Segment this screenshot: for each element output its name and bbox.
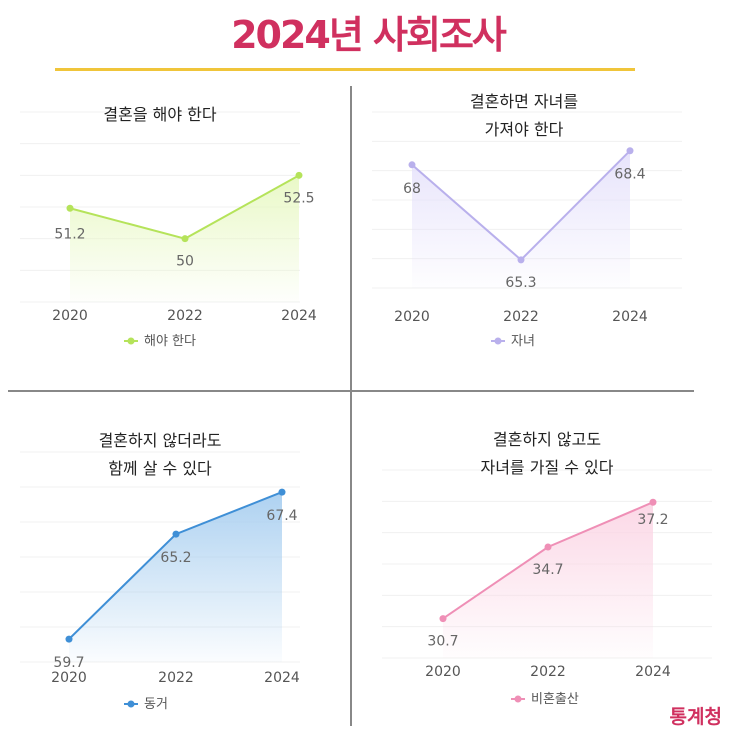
data-point (626, 147, 634, 155)
data-label: 52.5 (283, 190, 314, 206)
vertical-divider (350, 86, 352, 726)
data-label: 30.7 (427, 634, 458, 650)
data-label: 65.2 (160, 550, 191, 566)
data-label: 68 (403, 181, 421, 197)
legend-label: 비혼출산 (531, 692, 579, 707)
x-tick-label: 2020 (52, 308, 88, 324)
legend: 자녀 (491, 334, 535, 349)
chart-title-line: 자녀를 가질 수 있다 (480, 458, 613, 477)
data-point (65, 635, 73, 643)
data-point (278, 488, 286, 496)
data-point (544, 543, 552, 551)
legend-label: 해야 한다 (144, 334, 196, 349)
horizontal-divider (8, 390, 694, 392)
x-tick-label: 2022 (158, 670, 194, 686)
chart-title-line: 결혼하지 않고도 (493, 430, 601, 449)
legend: 비혼출산 (511, 692, 579, 707)
data-label: 51.2 (54, 226, 85, 242)
data-label: 59.7 (53, 655, 84, 671)
legend: 해야 한다 (124, 334, 196, 349)
x-tick-label: 2024 (264, 670, 300, 686)
source-logo: 통계청 (669, 706, 722, 728)
data-label: 34.7 (532, 562, 563, 578)
chart-title-line: 결혼을 해야 한다 (103, 105, 216, 124)
data-label: 68.4 (614, 167, 645, 183)
data-point (66, 204, 74, 212)
x-tick-label: 2024 (281, 308, 317, 324)
chart-title-line: 함께 살 수 있다 (108, 459, 212, 478)
x-tick-label: 2022 (167, 308, 203, 324)
data-point (517, 256, 525, 264)
x-tick-label: 2020 (51, 670, 87, 686)
area-fill (412, 150, 630, 288)
chart-title-line: 결혼하지 않더라도 (99, 431, 222, 450)
x-tick-label: 2020 (425, 664, 461, 680)
x-tick-label: 2022 (503, 309, 539, 325)
data-point (295, 171, 303, 179)
data-label: 37.2 (637, 512, 668, 528)
data-point (172, 530, 180, 538)
legend-label: 동거 (144, 697, 168, 712)
data-point (408, 161, 416, 169)
area-fill (443, 502, 653, 658)
data-point (181, 235, 189, 243)
area-fill (69, 492, 282, 662)
x-tick-label: 2024 (612, 309, 648, 325)
chart-panel-1: 결혼을 해야 한다 51.2 50 52.5 2020 2022 2024 해야 한다 (20, 105, 317, 349)
chart-title-line: 가져야 한다 (485, 120, 564, 139)
data-point (439, 615, 447, 623)
x-tick-label: 2022 (530, 664, 566, 680)
x-tick-label: 2024 (635, 664, 671, 680)
legend-label: 자녀 (511, 334, 535, 349)
title-underline (55, 68, 635, 71)
x-tick-label: 2020 (394, 309, 430, 325)
data-point (649, 498, 657, 506)
page-title: 2024년 사회조사 (231, 13, 507, 57)
chart-title-line: 결혼하면 자녀를 (470, 92, 578, 111)
data-label: 67.4 (266, 508, 297, 524)
data-label: 65.3 (505, 275, 536, 291)
data-label: 50 (176, 254, 194, 270)
legend: 동거 (124, 697, 168, 712)
